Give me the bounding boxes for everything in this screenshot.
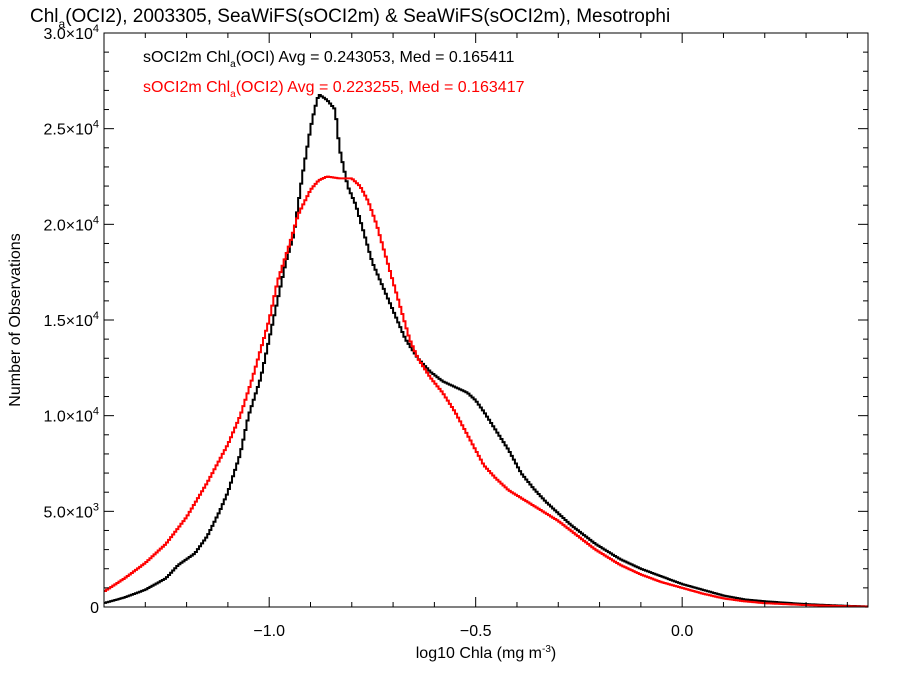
series-oci-line	[104, 93, 868, 608]
chart-title: Chla(OCI2), 2003305, SeaWiFS(sOCI2m) & S…	[30, 6, 670, 31]
y-tick-label: 1.0×104	[43, 406, 99, 426]
x-tick-label: −1.0	[253, 623, 285, 640]
legend-annotation-oci: sOCI2m Chla(OCI) Avg = 0.243053, Med = 0…	[143, 49, 515, 70]
series-layer	[104, 93, 868, 608]
ticks-layer	[103, 32, 868, 608]
y-axis-label: Number of Observations	[7, 233, 24, 406]
y-tick-label: 2.5×104	[43, 119, 99, 139]
y-tick-labels: 0 5.0×103 1.0×104 1.5×104 2.0×104 2.5×104 3.0×…	[43, 23, 99, 617]
x-tick-labels: −1.0 −0.5 0.0	[253, 623, 693, 640]
series-oci2-line	[104, 175, 868, 608]
y-tick-label: 1.5×104	[43, 310, 99, 330]
y-tick-label: 0	[90, 600, 99, 617]
legend-annotation-oci2: sOCI2m Chla(OCI2) Avg = 0.223255, Med = …	[143, 79, 525, 100]
x-tick-label: 0.0	[671, 623, 693, 640]
y-tick-label: 5.0×103	[43, 501, 99, 521]
x-tick-label: −0.5	[460, 623, 492, 640]
y-tick-label: 3.0×104	[43, 23, 99, 43]
y-tick-label: 2.0×104	[43, 214, 99, 234]
x-axis-label: log10 Chla (mg m-3)	[416, 644, 557, 662]
